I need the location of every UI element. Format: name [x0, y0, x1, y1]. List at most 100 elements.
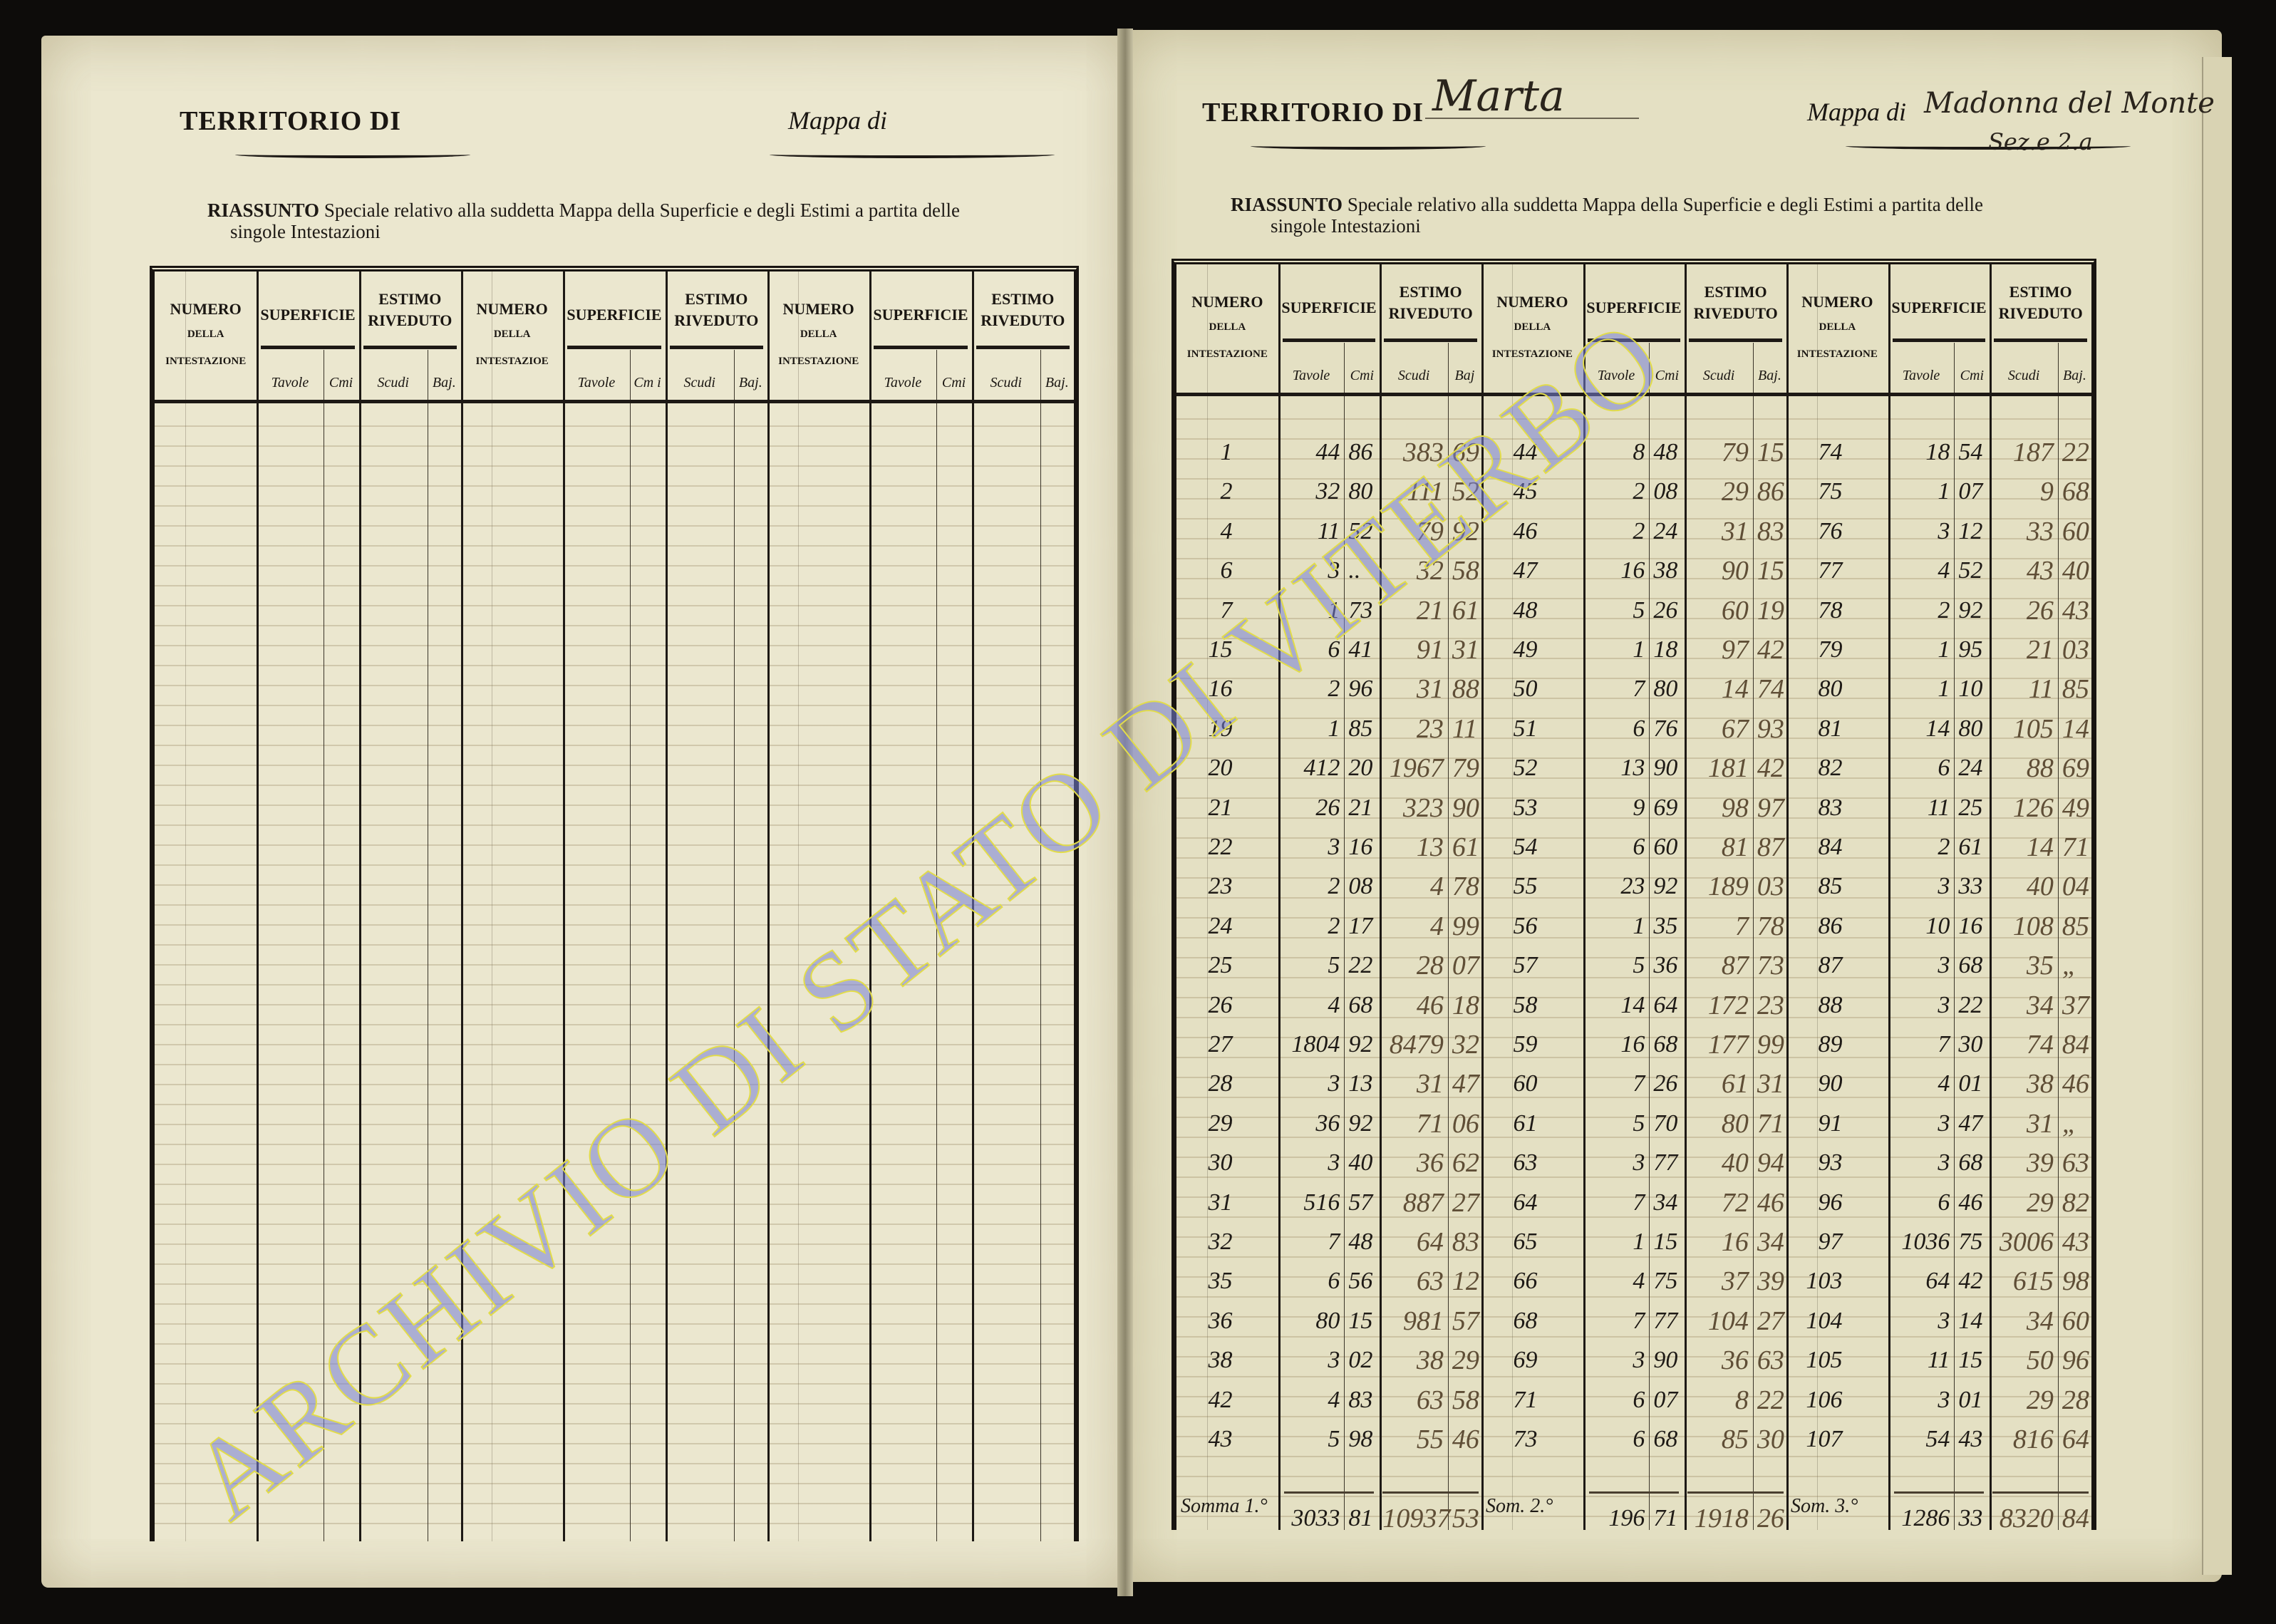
header-bottom-rule [1176, 393, 2091, 396]
header-bar [669, 346, 763, 349]
estimo-scudi: 88 [2026, 753, 2054, 784]
left-riassunto-text: Speciale relativo alla suddetta Mappa de… [324, 200, 960, 221]
intestazione-number: 27 [1208, 1031, 1233, 1057]
superficie-cmi: 77 [1653, 1149, 1678, 1176]
intestazione-number: 24 [1208, 912, 1233, 939]
superficie-tavole: 6 [1633, 1386, 1645, 1413]
header-numero: NUMERO DELLA INTESTAZIOE [461, 271, 563, 400]
estimo-baj: 46 [1757, 1187, 1784, 1218]
superficie-cmi: 01 [1958, 1386, 1983, 1413]
header-baj: Baj. [2063, 368, 2086, 383]
intestazione-number: 15 [1208, 636, 1233, 663]
superficie-cmi: 22 [1958, 991, 1983, 1018]
header-bar [874, 346, 968, 349]
estimo-baj: 79 [1452, 753, 1479, 784]
intestazione-number: 59 [1513, 1031, 1538, 1057]
estimo-baj: „ [2062, 1108, 2078, 1139]
superficie-tavole: 4 [1328, 991, 1340, 1018]
sum-separator [1588, 1491, 1680, 1494]
header-della-text: DELLA [1209, 321, 1246, 333]
header-riveduto-text: RIVEDUTO [1998, 304, 2083, 322]
intestazione-number: 56 [1513, 912, 1538, 939]
header-superficie: SUPERFICIE Tavole Cmi [1583, 264, 1685, 393]
superficie-tavole: 54 [1925, 1426, 1950, 1452]
superficie-cmi: 07 [1958, 478, 1983, 505]
header-della-text: DELLA [493, 329, 531, 340]
estimo-baj: 63 [2062, 1148, 2089, 1179]
header-intestazione-text: INTESTAZIONE [1186, 348, 1268, 360]
intestazione-number: 54 [1513, 834, 1538, 860]
estimo-baj: 83 [1757, 516, 1784, 547]
header-numero: NUMERO DELLA INTESTAZIONE [767, 271, 869, 400]
estimo-scudi: 74 [2026, 1030, 2054, 1060]
superficie-cmi: 38 [1653, 557, 1678, 584]
estimo-scudi: 13 [1416, 832, 1444, 862]
estimo-scudi: 189 [1707, 872, 1749, 902]
column-divider [1786, 264, 1789, 1530]
estimo-baj: 73 [1757, 951, 1784, 981]
intestazione-number: 87 [1818, 952, 1843, 979]
estimo-scudi: 181 [1707, 753, 1749, 784]
header-superficie: SUPERFICIE Tavole Cmi [869, 271, 971, 400]
superficie-tavole: 23 [1620, 873, 1645, 900]
superficie-tavole: 1 [1633, 1229, 1645, 1255]
intestazione-number: 48 [1513, 596, 1538, 624]
column-divider [1481, 264, 1484, 1530]
header-numero-text: NUMERO [1801, 293, 1873, 311]
sum-separator [1687, 1491, 1784, 1494]
estimo-baj: 37 [2062, 990, 2089, 1020]
superficie-cmi: 02 [1348, 1347, 1373, 1374]
estimo-scudi: 177 [1707, 1030, 1749, 1060]
superficie-cmi: 17 [1348, 912, 1373, 939]
estimo-baj: 42 [1757, 635, 1784, 665]
superficie-tavole: 1036 [1901, 1229, 1950, 1255]
header-cmi: Cmi [329, 375, 353, 391]
total-estimo-baj: 53 [1452, 1504, 1479, 1534]
header-intestazione-text: INTESTAZIONE [1796, 348, 1878, 360]
intestazione-number: 6 [1220, 557, 1233, 584]
estimo-baj: 60 [2062, 1305, 2089, 1336]
estimo-baj: 31 [1452, 635, 1479, 665]
superficie-tavole: 3 [1938, 1386, 1950, 1413]
superficie-cmi: 13 [1348, 1070, 1373, 1097]
superficie-cmi: 26 [1653, 596, 1678, 624]
estimo-baj: 82 [2062, 1187, 2089, 1218]
estimo-scudi: 34 [2026, 1305, 2054, 1336]
header-superficie-text: SUPERFICIE [567, 306, 662, 324]
superficie-tavole: 6 [1633, 834, 1645, 860]
superficie-tavole: 5 [1633, 596, 1645, 624]
estimo-baj: 42 [1757, 753, 1784, 784]
intestazione-number: 16 [1208, 676, 1233, 703]
intestazione-number: 104 [1806, 1307, 1843, 1334]
right-territorio-label: TERRITORIO DI [1202, 98, 1424, 128]
estimo-scudi: 31 [1416, 674, 1444, 705]
estimo-baj: 88 [1452, 674, 1479, 705]
header-estimo-text: ESTIMO [991, 290, 1055, 308]
intestazione-number: 55 [1513, 873, 1538, 900]
superficie-tavole: 2 [1938, 596, 1950, 624]
superficie-cmi: 90 [1653, 755, 1678, 782]
estimo-scudi: 91 [1416, 635, 1444, 665]
intestazione-number: 68 [1513, 1307, 1538, 1334]
estimo-baj: 34 [1757, 1227, 1784, 1257]
estimo-split [2057, 343, 2059, 1530]
sum-separator [1893, 1491, 1985, 1494]
sum-separator [1283, 1491, 1375, 1494]
total-estimo-baj: 26 [1757, 1504, 1784, 1534]
superficie-tavole: 3 [1938, 991, 1950, 1018]
intestazione-number: 31 [1208, 1189, 1233, 1216]
header-tavole: Tavole [1292, 368, 1330, 383]
estimo-scudi: 40 [1721, 1148, 1749, 1179]
intestazione-number: 96 [1818, 1189, 1843, 1216]
column-divider [1888, 264, 1890, 1530]
superficie-cmi: 96 [1348, 676, 1373, 703]
estimo-scudi: 9 [2039, 477, 2054, 507]
superficie-tavole: 2 [1633, 478, 1645, 505]
estimo-scudi: 61 [1721, 1069, 1749, 1100]
superficie-tavole: 2 [1633, 517, 1645, 544]
header-baj: Baj [1454, 368, 1475, 383]
estimo-baj: 94 [1757, 1148, 1784, 1179]
header-numero: NUMERO DELLA INTESTAZIONE [1786, 264, 1888, 393]
header-estimo: ESTIMO RIVEDUTO Scudi Baj. [359, 271, 461, 400]
header-superficie-text: SUPERFICIE [1586, 299, 1682, 316]
